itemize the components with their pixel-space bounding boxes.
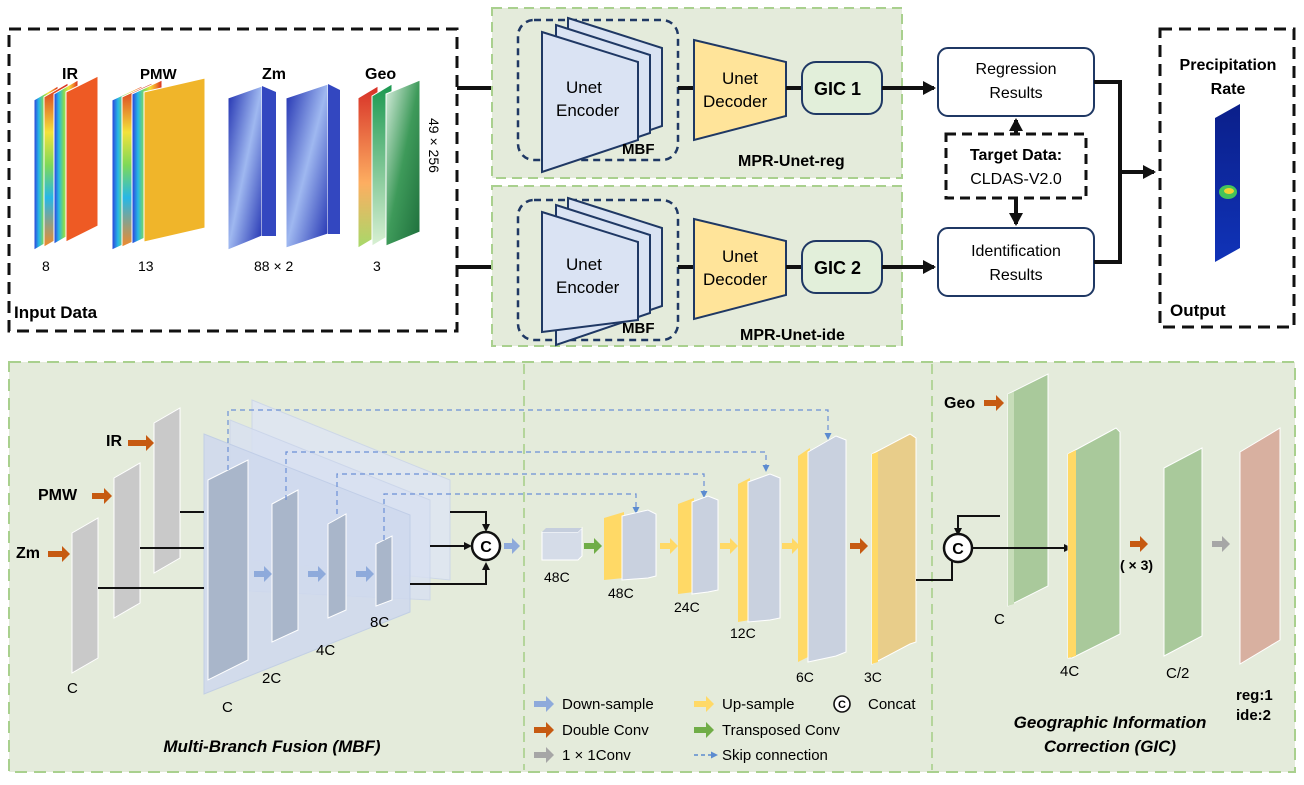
pmw-stack — [111, 77, 206, 251]
zm-stack — [227, 83, 340, 251]
mbf-2c-label: 2C — [262, 670, 281, 687]
dec-3c-label: 3C — [864, 669, 882, 685]
gic-geo-label: Geo — [944, 395, 975, 412]
mbf-ir-label: IR — [106, 433, 122, 450]
pmw-count: 13 — [138, 258, 154, 274]
mbf-c-input-label: C — [67, 680, 78, 697]
mbf-zm-label: Zm — [16, 545, 40, 562]
mbf-concat-letter: C — [480, 539, 492, 556]
gic-title-line2: Correction (GIC) — [1044, 737, 1177, 756]
regression-results-line1: Regression — [976, 61, 1057, 78]
zm-label: Zm — [262, 66, 286, 83]
ide-mbf-label: MBF — [622, 320, 655, 337]
target-data-box: Target Data: CLDAS-V2.0 — [944, 132, 1088, 200]
results-to-output-line — [1094, 80, 1122, 264]
ide-branch-panel: Unet Encoder MBF Unet Decoder GIC 2 MPR-… — [491, 185, 903, 347]
identification-results-line2: Results — [989, 267, 1042, 284]
legend-1x1-conv: 1 × 1Conv — [562, 747, 631, 764]
regression-results-line2: Results — [989, 85, 1042, 102]
legend-down-sample: Down-sample — [562, 696, 654, 713]
input-size: 49 × 256 — [426, 118, 442, 173]
precipitation-rate-line1: Precipitation — [1180, 57, 1277, 74]
ir-count: 8 — [42, 258, 50, 274]
reg-branch-name: MPR-Unet-reg — [738, 153, 845, 170]
target-data-line2: CLDAS-V2.0 — [970, 171, 1062, 188]
target-data-line1: Target Data: — [970, 147, 1062, 164]
gic-concat-letter: C — [952, 541, 964, 558]
mbf-pmw-label: PMW — [38, 487, 78, 504]
precipitation-rate-line2: Rate — [1211, 81, 1246, 98]
gic-reg-label: reg:1 — [1236, 687, 1273, 704]
input-data-title: Input Data — [14, 303, 98, 322]
gic-ide-label: ide:2 — [1236, 707, 1271, 724]
mbf-c-label: C — [222, 699, 233, 716]
ide-encoder-line2: Encoder — [556, 278, 620, 297]
precipitation-map — [1215, 104, 1240, 262]
ide-gic-label: GIC 2 — [814, 258, 861, 278]
reg-mbf-label: MBF — [622, 141, 655, 158]
legend-double-conv: Double Conv — [562, 722, 649, 739]
reg-gic-label: GIC 1 — [814, 79, 861, 99]
gic-times3-label: ( × 3) — [1120, 557, 1153, 573]
ide-decoder-line2: Decoder — [703, 270, 768, 289]
decoder-section: 48C 48C 24C 12C 6C 3C — [541, 433, 917, 685]
gic-c-label: C — [994, 611, 1005, 628]
gic-chalf-label: C/2 — [1166, 665, 1189, 682]
dec-24c-label: 24C — [674, 599, 700, 615]
dec-48c-label: 48C — [544, 569, 570, 585]
mbf-title: Multi-Branch Fusion (MBF) — [163, 737, 381, 756]
reg-branch-panel: Unet Encoder MBF Unet Decoder GIC 1 MPR-… — [491, 7, 903, 179]
reg-decoder-line1: Unet — [722, 69, 758, 88]
ir-stack — [33, 75, 99, 251]
legend-concat-icon — [833, 695, 851, 713]
input-data-box: Input Data IR PMW Zm Geo — [7, 27, 459, 333]
regression-results-box: Regression Results — [937, 47, 1095, 117]
output-box: Precipitation Rate Output — [1158, 27, 1296, 329]
dec-48c-b-label: 48C — [608, 585, 634, 601]
identification-results-box: Identification Results — [937, 227, 1095, 297]
gic-section: Geo C C 4C ( × 3) C/2 reg:1 ide:2 Geogra… — [916, 373, 1281, 756]
reg-encoder-line1: Unet — [566, 78, 602, 97]
legend-concat: Concat — [868, 696, 916, 713]
dec-12c-label: 12C — [730, 625, 756, 641]
legend-up-sample: Up-sample — [722, 696, 795, 713]
mbf-4c-label: 4C — [316, 642, 335, 659]
legend: Down-sample Double Conv 1 × 1Conv Up-sam… — [534, 695, 916, 764]
gic-title-line1: Geographic Information — [1014, 713, 1207, 732]
reg-encoder-line2: Encoder — [556, 101, 620, 120]
output-label: Output — [1170, 301, 1226, 320]
mbf-8c-label: 8C — [370, 614, 389, 631]
reg-decoder-line2: Decoder — [703, 92, 768, 111]
identification-results-line1: Identification — [971, 243, 1061, 260]
ir-label: IR — [62, 66, 78, 83]
legend-concat-letter: C — [838, 699, 846, 711]
mbf-section: IR PMW Zm C C 2C 4C 8C C — [16, 399, 832, 756]
ide-decoder-line1: Unet — [722, 247, 758, 266]
zm-count: 88 × 2 — [254, 258, 294, 274]
gic-4c-label: 4C — [1060, 663, 1079, 680]
geo-stack — [357, 79, 421, 249]
pmw-label: PMW — [140, 66, 178, 83]
geo-label: Geo — [365, 66, 396, 83]
ide-encoder-line1: Unet — [566, 255, 602, 274]
legend-transposed-conv: Transposed Conv — [722, 722, 840, 739]
legend-skip-connection: Skip connection — [722, 747, 828, 764]
mbf-concat-symbol — [470, 530, 502, 562]
ide-branch-name: MPR-Unet-ide — [740, 327, 845, 344]
geo-count: 3 — [373, 258, 381, 274]
dec-6c-label: 6C — [796, 669, 814, 685]
